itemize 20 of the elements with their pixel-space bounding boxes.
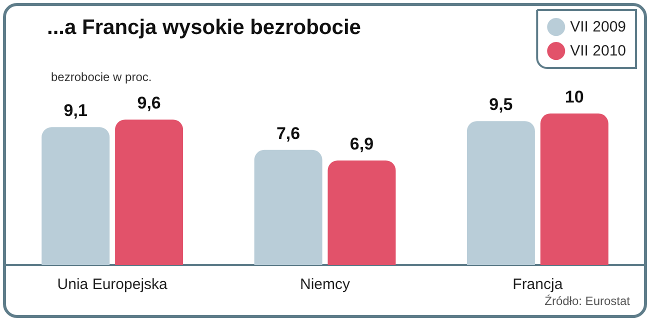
data-label: 10 [564,88,584,107]
legend-label: VII 2009 [570,18,626,36]
bar [42,127,110,265]
text: Źródło: Eurostat [544,294,631,308]
x-tick-label: Unia Europejska [57,276,168,293]
data-label: 9,5 [489,95,513,114]
legend-label: VII 2010 [570,42,626,60]
x-tick-label: Francja [512,276,564,293]
data-label: 6,9 [350,134,374,154]
chart-subtitle: bezrobocie w proc. [51,70,152,84]
bar [466,121,535,265]
data-label: 7,6 [276,124,300,143]
bar [115,120,184,265]
data-label: 9,6 [137,94,161,113]
data-label: 9,1 [64,101,88,120]
bar [254,150,322,265]
x-tick-label: Niemcy [300,276,350,293]
chart-title: ...a Francja wysokie bezrobocie [47,16,361,39]
bar [328,160,396,265]
bar [540,114,608,265]
